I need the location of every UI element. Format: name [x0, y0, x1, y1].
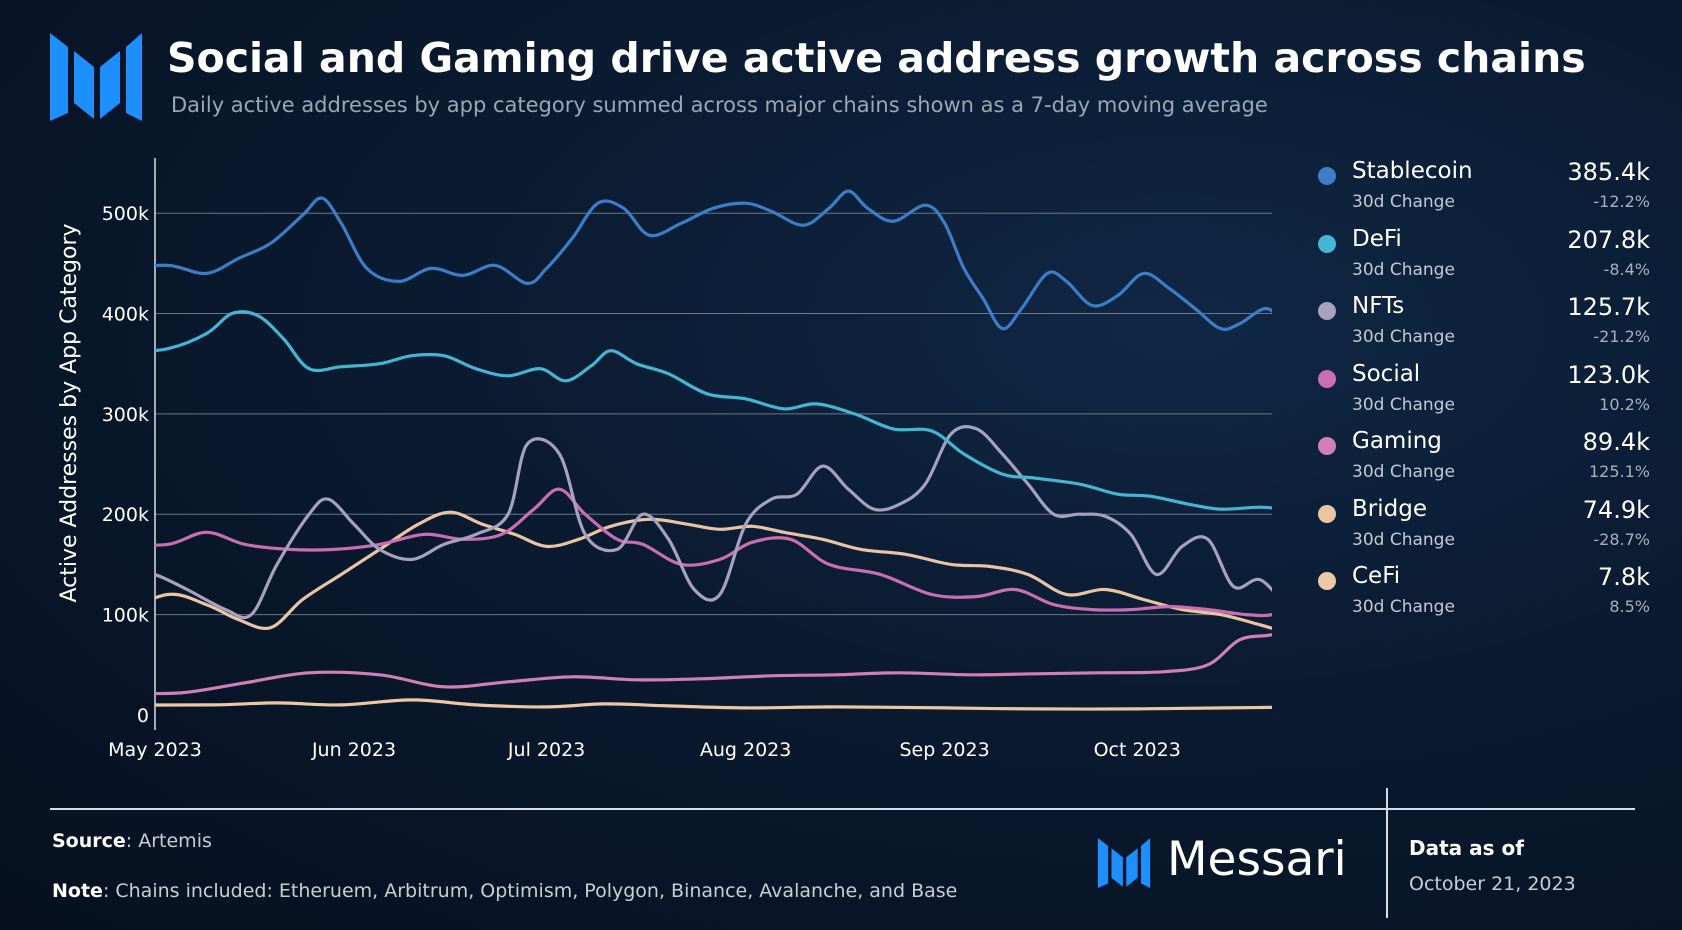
y-tick-label: 0: [137, 705, 149, 727]
x-tick-label: Oct 2023: [1094, 739, 1181, 761]
note-text: : Chains included: Etheruem, Arbitrum, O…: [102, 880, 958, 902]
series-line-cefi: [155, 698, 1272, 711]
legend-item-social: Social 30d Change 123.0k 10.2%: [1318, 361, 1650, 429]
legend-name: NFTs: [1352, 293, 1405, 319]
legend-change: -28.7%: [1593, 529, 1650, 549]
legend-sublabel: 30d Change: [1352, 529, 1455, 550]
legend-change: 125.1%: [1588, 462, 1650, 481]
legend-value: 123.0k: [1567, 360, 1650, 389]
legend-change: -8.4%: [1603, 259, 1650, 279]
legend-item-nfts: NFTs 30d Change 125.7k -21.2%: [1318, 293, 1650, 361]
data-as-of-date: October 21, 2023: [1409, 873, 1576, 895]
y-tick-label: 500k: [102, 203, 149, 225]
legend-item-gaming: Gaming 30d Change 89.4k 125.1%: [1318, 428, 1650, 496]
legend-change: -12.2%: [1593, 192, 1650, 211]
series-line-nfts: [155, 425, 1272, 620]
legend-change: 8.5%: [1609, 597, 1650, 616]
x-tick-label: Jul 2023: [507, 739, 585, 761]
y-tick-label: 200k: [102, 504, 149, 526]
legend-sublabel: 30d Change: [1352, 462, 1455, 482]
legend-dot-icon: [1318, 504, 1336, 523]
y-axis-title: Active Addresses by App Category: [57, 223, 82, 602]
data-as-of-label: Data as of: [1409, 836, 1524, 860]
chains-note: Note: Chains included: Etheruem, Arbitru…: [52, 880, 957, 902]
legend-value: 385.4k: [1567, 158, 1650, 186]
source-label: Source: [52, 830, 126, 852]
x-tick-label: Jun 2023: [311, 739, 396, 761]
chart-title: Social and Gaming drive active address g…: [167, 34, 1586, 82]
legend-dot-icon: [1318, 302, 1336, 320]
legend-item-stablecoin: Stablecoin 30d Change 385.4k -12.2%: [1318, 158, 1650, 226]
messari-logo-icon: [50, 33, 142, 121]
legend-sublabel: 30d Change: [1352, 394, 1455, 415]
legend-sublabel: 30d Change: [1352, 597, 1455, 617]
legend-name: CeFi: [1352, 563, 1401, 589]
legend-dot-icon: [1318, 437, 1336, 455]
legend-dot-icon: [1318, 572, 1336, 590]
legend-sublabel: 30d Change: [1352, 259, 1455, 280]
legend-change: -21.2%: [1593, 327, 1650, 346]
line-chart: 0 100k 200k 300k 400k 500k May 2023 Jun 2023 Jul…: [57, 158, 1272, 761]
legend-item-bridge: Bridge 30d Change 74.9k -28.7%: [1318, 496, 1650, 564]
legend-sublabel: 30d Change: [1352, 192, 1455, 212]
series-lines: [155, 189, 1272, 711]
x-tick-label: Sep 2023: [899, 739, 989, 761]
x-tick-label: Aug 2023: [700, 739, 792, 761]
footer-divider: [50, 808, 1635, 810]
legend-name: Gaming: [1352, 428, 1442, 454]
legend-item-defi: DeFi 30d Change 207.8k -8.4%: [1318, 226, 1650, 294]
legend-name: DeFi: [1352, 225, 1402, 252]
series-line-defi: [155, 310, 1272, 511]
chart-subtitle: Daily active addresses by app category s…: [171, 93, 1268, 117]
y-tick-label: 400k: [102, 304, 149, 326]
source-text: : Artemis: [125, 830, 212, 852]
legend-name: Social: [1352, 360, 1421, 387]
legend-value: 125.7k: [1567, 293, 1650, 321]
messari-wordmark: Messari: [1167, 832, 1347, 887]
series-line-social: [155, 487, 1272, 618]
legend-value: 7.8k: [1597, 563, 1650, 591]
source-note: Source: Artemis: [52, 830, 212, 852]
legend-value: 89.4k: [1582, 428, 1650, 456]
note-label: Note: [52, 880, 103, 902]
legend-dot-icon: [1318, 234, 1336, 253]
legend-value: 207.8k: [1567, 225, 1650, 254]
legend-change: 10.2%: [1599, 394, 1650, 414]
messari-footer-logo-icon: [1097, 838, 1151, 888]
legend-value: 74.9k: [1582, 495, 1650, 524]
y-tick-label: 300k: [102, 404, 149, 426]
legend-dot-icon: [1318, 167, 1336, 185]
legend: Stablecoin 30d Change 385.4k -12.2% DeFi 30d …: [1318, 158, 1650, 631]
series-line-stablecoin: [155, 189, 1272, 331]
y-tick-label: 100k: [102, 605, 149, 627]
legend-item-cefi: CeFi 30d Change 7.8k 8.5%: [1318, 563, 1650, 631]
legend-dot-icon: [1318, 369, 1336, 388]
axes: 0 100k 200k 300k 400k 500k May 2023 Jun 2023 Jul…: [102, 158, 1181, 761]
legend-name: Bridge: [1352, 495, 1427, 522]
x-tick-label: May 2023: [108, 739, 202, 761]
gridlines: [155, 212, 1272, 616]
footer-vertical-divider: [1386, 788, 1388, 918]
legend-sublabel: 30d Change: [1352, 327, 1455, 347]
series-line-bridge: [155, 510, 1272, 630]
series-line-gaming: [155, 633, 1272, 696]
legend-name: Stablecoin: [1352, 158, 1473, 184]
